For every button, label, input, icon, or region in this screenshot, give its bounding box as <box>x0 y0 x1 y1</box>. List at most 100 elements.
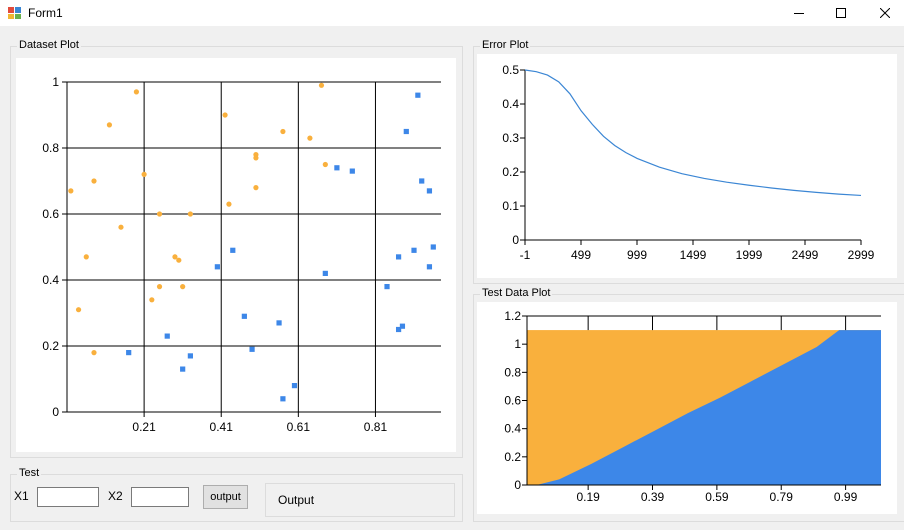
minimize-button[interactable] <box>776 0 822 26</box>
dataset-y-tick-label: 0.2 <box>42 339 59 353</box>
test-group-label: Test <box>17 467 42 479</box>
dataset-point-blue <box>430 244 436 250</box>
error-plot-group: Error Plot <box>473 39 904 284</box>
dataset-point-orange <box>253 155 259 161</box>
close-icon <box>880 8 890 18</box>
dataset-point-orange <box>83 254 89 260</box>
dataset-point-blue <box>349 168 355 174</box>
dataset-point-blue <box>395 254 402 260</box>
output-button[interactable]: output <box>203 485 248 509</box>
dataset-x-tick-label: 0.41 <box>210 420 234 434</box>
test-group: Test <box>10 467 463 522</box>
error-y-tick-label: 0.4 <box>502 97 519 111</box>
dataset-point-orange <box>156 284 163 290</box>
error-x-tick-label: 2999 <box>848 248 875 262</box>
test-x-tick-label: 0.39 <box>641 490 665 504</box>
dataset-point-blue <box>291 383 298 389</box>
x1-label: X1 <box>14 489 29 503</box>
title-bar: Form1 <box>0 0 904 26</box>
test-data-plot-chart: 0 0.2 0.4 0.6 0.8 1 1.2 0.19 0.39 0.59 0.79 0.99 <box>504 309 881 504</box>
dataset-point-orange <box>106 122 113 128</box>
test-y-tick-label: 0.4 <box>504 422 521 436</box>
error-plot-label: Error Plot <box>480 39 531 51</box>
dataset-point-blue <box>187 353 193 359</box>
error-x-tick-label: 1499 <box>680 248 707 262</box>
dataset-point-orange <box>172 254 178 260</box>
dataset-x-tick-label: 0.81 <box>364 420 388 434</box>
dataset-y-tick-label: 0.6 <box>42 207 59 221</box>
dataset-point-blue <box>426 264 433 270</box>
output-text: Output <box>278 493 315 507</box>
maximize-icon <box>836 8 846 18</box>
x2-input[interactable] <box>131 487 189 507</box>
test-data-plot-group: Test Data Plot <box>473 287 904 522</box>
error-line <box>524 69 862 197</box>
test-area-blue <box>536 330 881 485</box>
dataset-point-orange <box>141 171 147 177</box>
dataset-point-blue <box>276 320 282 326</box>
dataset-point-blue <box>249 346 255 352</box>
dataset-point-orange <box>187 211 193 217</box>
dataset-point-orange <box>280 128 286 135</box>
error-y-tick-label: 0 <box>512 233 519 247</box>
dataset-point-blue <box>411 247 417 253</box>
dataset-plot-panel: 0 0.2 0.4 0.6 0.8 1 0.21 0.41 0.61 0.81 <box>16 58 456 452</box>
test-x-tick-label: 0.99 <box>834 490 858 504</box>
app-icon <box>8 7 21 19</box>
error-y-tick-label: 0.5 <box>502 63 519 77</box>
dataset-plot-group: Dataset Plot <box>10 39 463 458</box>
dataset-point-orange <box>307 135 313 141</box>
x1-input[interactable] <box>37 487 99 507</box>
output-box: Output <box>265 483 455 517</box>
dataset-point-blue <box>399 323 406 329</box>
maximize-button[interactable] <box>818 0 864 26</box>
dataset-plot-chart: 00.20.40.60.810.21 0.41 0.61 0.81 <box>42 75 441 434</box>
error-x-tick-label: -1 <box>520 248 531 262</box>
error-y-tick-label: 0.3 <box>502 131 519 145</box>
test-data-plot-label: Test Data Plot <box>480 287 553 299</box>
dataset-point-blue <box>230 247 236 253</box>
dataset-point-blue <box>241 313 247 319</box>
dataset-point-orange <box>133 89 140 95</box>
dataset-point-orange <box>156 211 163 217</box>
test-data-plot-panel: 0 0.2 0.4 0.6 0.8 1 1.2 0.19 0.39 0.59 0.79 0.99 <box>477 302 897 514</box>
x2-label: X2 <box>108 489 123 503</box>
test-y-tick-label: 0.2 <box>504 450 521 464</box>
error-plot-panel: 0 0.1 0.2 0.3 0.4 0.5 -1 499 999 1499 1999 2499 2999 <box>477 54 897 278</box>
dataset-point-orange <box>118 224 124 230</box>
dataset-point-blue <box>403 128 409 135</box>
dataset-y-tick-label: 0.4 <box>42 273 59 287</box>
dataset-point-orange <box>68 188 74 194</box>
dataset-point-orange <box>180 284 186 290</box>
dataset-point-blue <box>395 326 402 333</box>
error-y-tick-label: 0.2 <box>502 165 519 179</box>
dataset-x-tick-label: 0.61 <box>287 420 311 434</box>
dataset-point-blue <box>322 270 328 276</box>
dataset-point-blue <box>384 284 390 290</box>
dataset-y-tick-label: 0.8 <box>42 141 59 155</box>
dataset-y-tick-label: 1 <box>52 75 59 89</box>
error-x-tick-label: 1999 <box>736 248 763 262</box>
dataset-point-blue <box>214 264 220 270</box>
error-y-tick-label: 0.1 <box>502 199 519 213</box>
error-x-tick-label: 2499 <box>792 248 819 262</box>
dataset-point-orange <box>176 257 182 263</box>
window-title: Form1 <box>28 6 63 20</box>
error-x-tick-label: 999 <box>627 248 647 262</box>
dataset-y-tick-label: 0 <box>52 405 59 419</box>
dataset-point-blue <box>426 188 433 194</box>
dataset-point-blue <box>126 350 132 356</box>
dataset-point-blue <box>334 165 340 171</box>
test-y-tick-label: 0.8 <box>504 365 521 379</box>
test-x-tick-label: 0.19 <box>576 490 600 504</box>
minimize-icon <box>794 13 804 14</box>
dataset-point-orange <box>222 112 228 118</box>
dataset-point-orange <box>322 161 328 168</box>
error-x-tick-label: 499 <box>571 248 591 262</box>
close-button[interactable] <box>862 0 904 26</box>
dataset-point-orange <box>318 82 325 88</box>
test-x-tick-label: 0.59 <box>705 490 729 504</box>
test-x-tick-label: 0.79 <box>770 490 794 504</box>
dataset-point-blue <box>180 366 186 372</box>
dataset-point-orange <box>226 201 232 207</box>
